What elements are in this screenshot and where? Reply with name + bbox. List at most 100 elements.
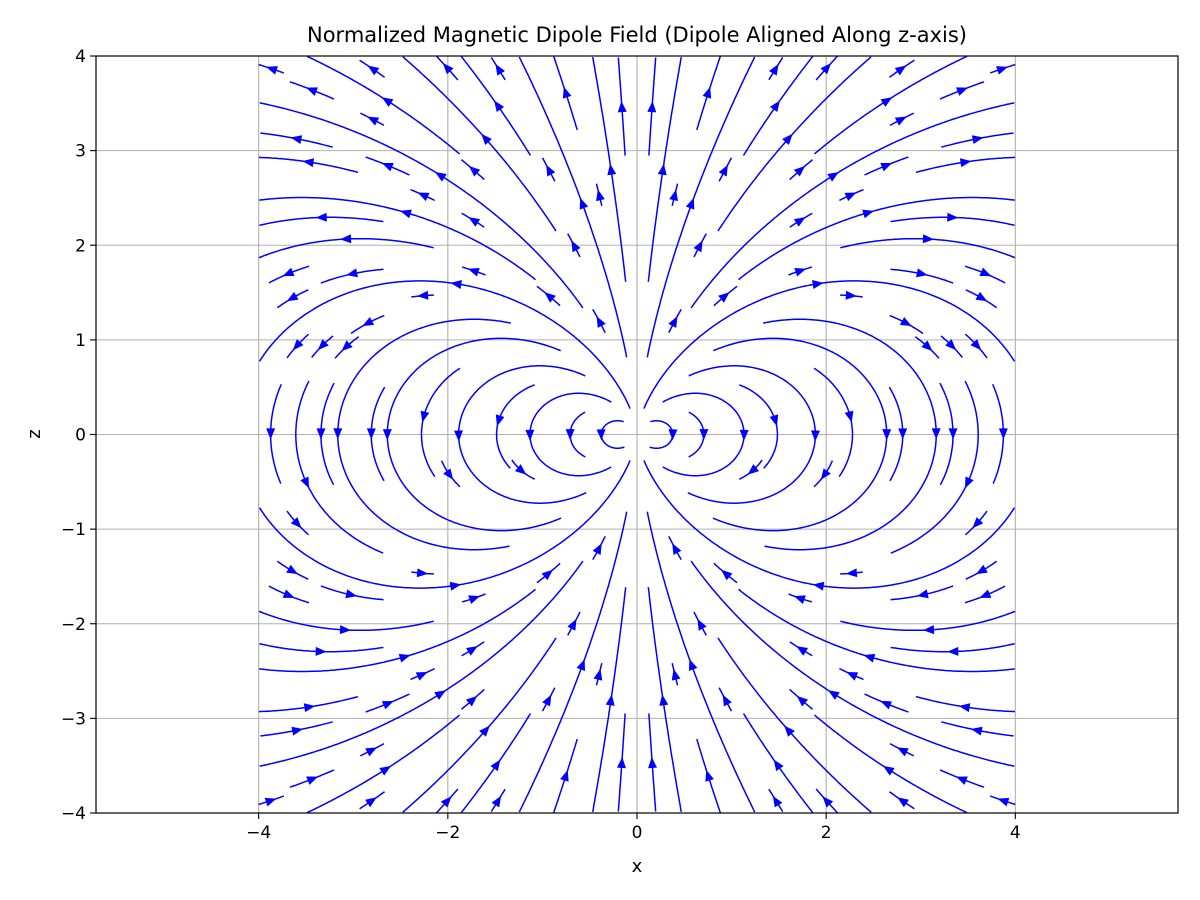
streamline-arrow [366,428,376,440]
streamline-arrow [381,701,394,710]
y-axis-label: z [24,429,45,438]
streamline-arrow [718,164,728,177]
streamline-arrow [346,268,359,278]
streamline-arrow [571,240,581,253]
streamline-arrow [845,290,857,300]
streamline-arrow [481,133,492,146]
streamline-arrow [317,339,329,351]
streamline-arrow [894,116,907,126]
x-tick-label: −4 [246,823,271,843]
streamline-arrow [822,796,834,808]
streamline-arrow [863,653,876,663]
streamline-arrow [922,234,934,244]
streamline-arrow [958,703,971,713]
streamline-arrow [894,65,907,76]
streamline-arrow [668,429,678,441]
streamline-arrow [302,158,315,168]
streamline-arrow [443,468,454,480]
streamline-arrow [647,101,657,113]
streamline-arrow [828,690,840,700]
x-axis-label: x [632,856,643,877]
streamline-arrow [718,292,730,303]
streamline-arrow [491,795,502,808]
streamline-arrow [316,428,326,440]
streamline-arrow [434,690,446,700]
streamline-arrow [495,63,505,76]
streamline-arrow [812,280,824,289]
streamline-arrow [291,726,304,736]
streamline-arrow [964,476,974,489]
streamline-arrow [468,595,481,604]
streamline-arrow [916,589,929,599]
streamline-arrow [959,158,972,168]
streamline-arrow [367,65,380,76]
streamline-arrow [290,517,302,529]
streamline-arrow [494,100,505,113]
streamline-arrow [562,86,572,99]
y-tick-label: 4 [75,47,86,67]
streamline-arrow [365,747,378,757]
streamline-arrow [567,618,577,631]
streamline-arrow [880,97,893,107]
streamline-arrow [880,701,893,710]
streamline-arrow [362,316,375,327]
streamline-arrow [514,464,527,475]
streamline-arrow [546,164,556,177]
streamline-arrow [345,589,358,599]
streamlines [258,56,1016,813]
streamline-arrow [340,234,352,244]
streamline-arrow [648,756,658,769]
x-tick-label: 2 [821,823,832,843]
streamline-arrow [697,618,707,631]
streamline-arrow [415,671,428,681]
streamline-arrow [702,86,712,99]
streamline-arrow [721,569,733,581]
y-tick-label: −4 [61,804,86,824]
streamline-arrow [339,625,352,635]
streamline-arrow [398,653,411,663]
streamline-arrow [845,568,858,578]
streamline-arrow [947,212,959,222]
streamline-arrow [915,268,928,278]
streamline-arrow [688,659,698,672]
chart-title: Normalized Magnetic Dipole Field (Dipole… [307,23,967,47]
streamline-arrow [306,87,318,96]
streamline-arrow [955,776,968,785]
streamline-arrow [897,797,909,808]
streamline-arrow [450,280,462,289]
streamline-arrow [466,646,478,656]
streamline-arrow [542,694,552,707]
streamline-arrow [560,769,569,782]
streamline-arrow [921,340,933,352]
axis-ticks: −4 −2 0 2 4 −4 −3 −2 −1 0 1 2 3 4 [61,47,1021,843]
streamline-arrow [490,759,501,772]
streamline-arrow [722,694,732,707]
streamline-arrow [956,87,968,96]
streamline-arrow [668,316,678,328]
y-tick-label: 2 [75,236,86,256]
streamline-arrow [672,543,682,556]
streamline-arrow [657,163,667,176]
streamline-arrow [541,569,553,581]
streamline-arrow [747,464,760,475]
streamline-arrow [333,428,343,440]
streamline-arrow [846,671,859,681]
streamline-arrow [945,339,957,351]
streamline-arrow [565,429,575,441]
streamline-arrow [264,797,277,807]
streamline-arrow [592,543,602,556]
streamline-arrow [948,428,958,440]
streamline-arrow [367,116,380,126]
streamline-arrow [525,429,535,441]
streamline-arrow [416,568,429,578]
y-tick-label: −3 [61,709,86,729]
y-tick-label: −2 [61,615,86,635]
streamline-arrow [468,165,481,177]
streamline-arrow [844,192,857,202]
streamline-arrow [685,197,695,210]
y-tick-label: −1 [61,520,86,540]
streamline-arrow [607,163,617,176]
streamline-arrow [669,189,678,202]
streamline-arrow [769,414,779,427]
